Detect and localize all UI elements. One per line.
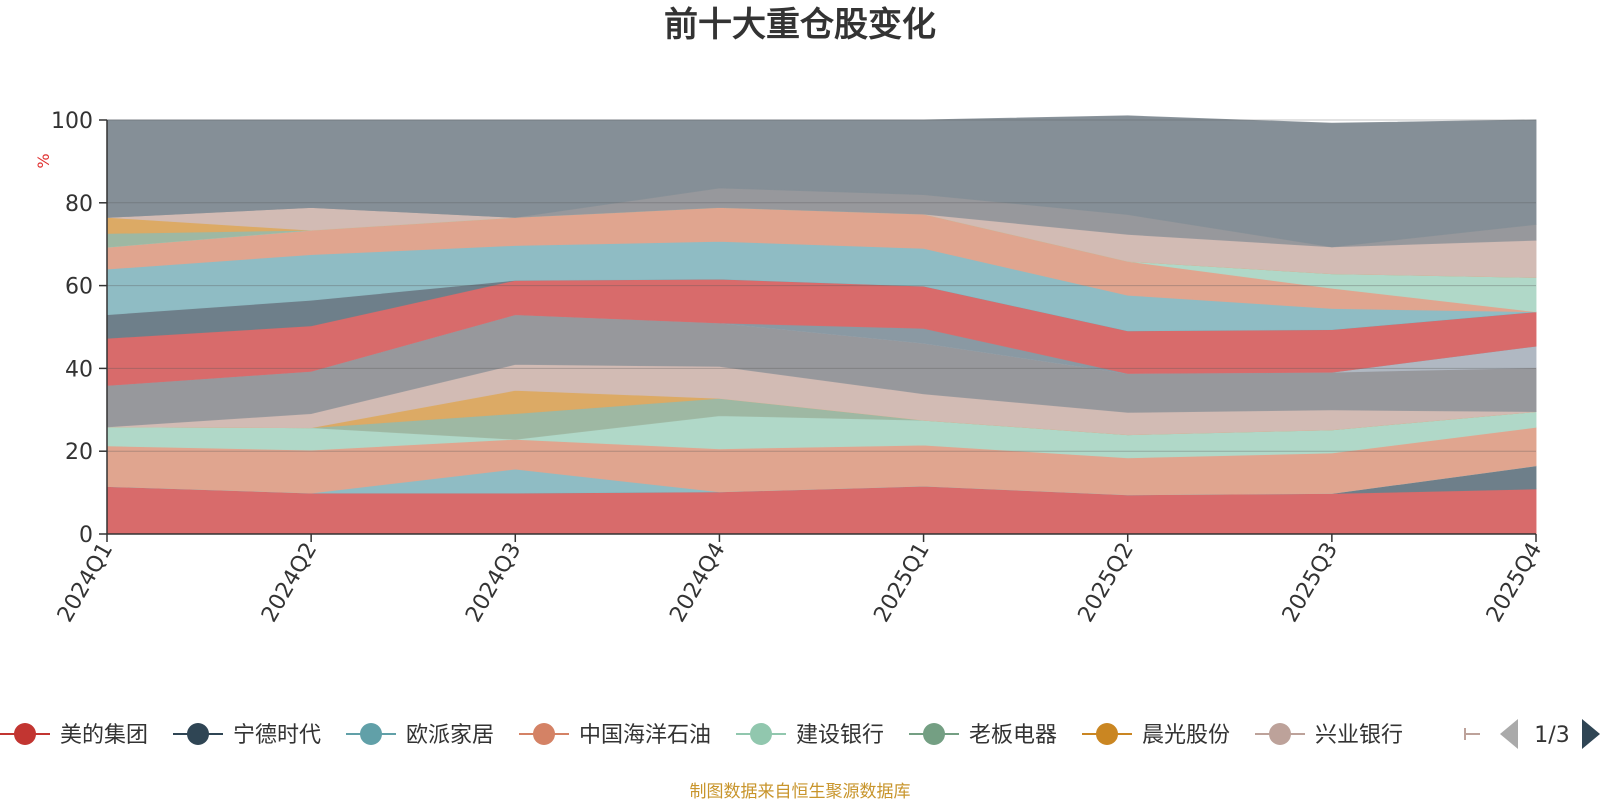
legend-item-8[interactable]: 兴业银行 [1255, 723, 1403, 748]
legend-swatch-marker [533, 723, 555, 745]
x-tick-label: 2025Q4 [1482, 539, 1547, 627]
legend-swatch-marker [1096, 723, 1118, 745]
legend-item-4[interactable]: 中国海洋石油 [519, 723, 711, 748]
y-tick-label: 60 [65, 275, 93, 300]
legend-item-5[interactable]: 建设银行 [736, 723, 884, 748]
y-tick-label: 0 [79, 523, 93, 548]
legend-item-1[interactable]: 美的集团 [0, 723, 148, 748]
x-tick-label: 2024Q2 [257, 539, 322, 627]
legend-item-3[interactable]: 欧派家居 [346, 723, 494, 748]
legend-label: 晨光股份 [1142, 723, 1230, 748]
legend-item-2[interactable]: 宁德时代 [173, 723, 321, 748]
series-areas [106, 115, 1537, 535]
y-tick-label: 100 [51, 109, 93, 134]
source-note: 制图数据来自恒生聚源数据库 [690, 782, 911, 800]
x-tick-label: 2025Q1 [869, 539, 934, 627]
legend-label: 中国海洋石油 [579, 723, 711, 748]
legend-label: 建设银行 [796, 723, 884, 748]
legend-label: 欧派家居 [406, 723, 494, 748]
area-series-21 [106, 115, 1537, 248]
legend-label: 老板电器 [969, 723, 1057, 748]
legend-item-7[interactable]: 晨光股份 [1082, 723, 1230, 748]
chart-title: 前十大重仓股变化 [664, 5, 936, 45]
legend-label: 宁德时代 [233, 723, 321, 748]
x-tick-label: 2024Q3 [461, 539, 526, 627]
y-tick-label: 80 [65, 192, 93, 217]
x-tick-label: 2024Q4 [665, 539, 730, 627]
y-tick-label: 20 [65, 440, 93, 465]
legend-item-6[interactable]: 老板电器 [909, 723, 1057, 748]
legend-swatch-marker [923, 723, 945, 745]
legend-swatch-marker [187, 723, 209, 745]
x-tick-label: 2025Q3 [1278, 539, 1343, 627]
legend-swatch-marker [14, 723, 36, 745]
legend-label: 美的集团 [60, 723, 148, 748]
legend-label: 兴业银行 [1315, 723, 1403, 748]
x-tick-label: 2025Q2 [1074, 539, 1139, 627]
y-axis-unit: % [34, 153, 53, 168]
legend-prev-page-icon[interactable] [1500, 719, 1518, 749]
x-tick-label: 2024Q1 [53, 539, 118, 627]
legend-swatch-marker [1269, 723, 1291, 745]
y-tick-label: 40 [65, 357, 93, 382]
legend-page-indicator: 1/3 [1534, 723, 1569, 748]
legend: 美的集团 宁德时代 欧派家居 中国海洋石油 建设银行 老板电器 晨光股份 兴业银行 1/3 [0, 719, 1600, 749]
legend-swatch-marker [750, 723, 772, 745]
legend-swatch-marker [360, 723, 382, 745]
legend-next-page-icon[interactable] [1582, 719, 1600, 749]
